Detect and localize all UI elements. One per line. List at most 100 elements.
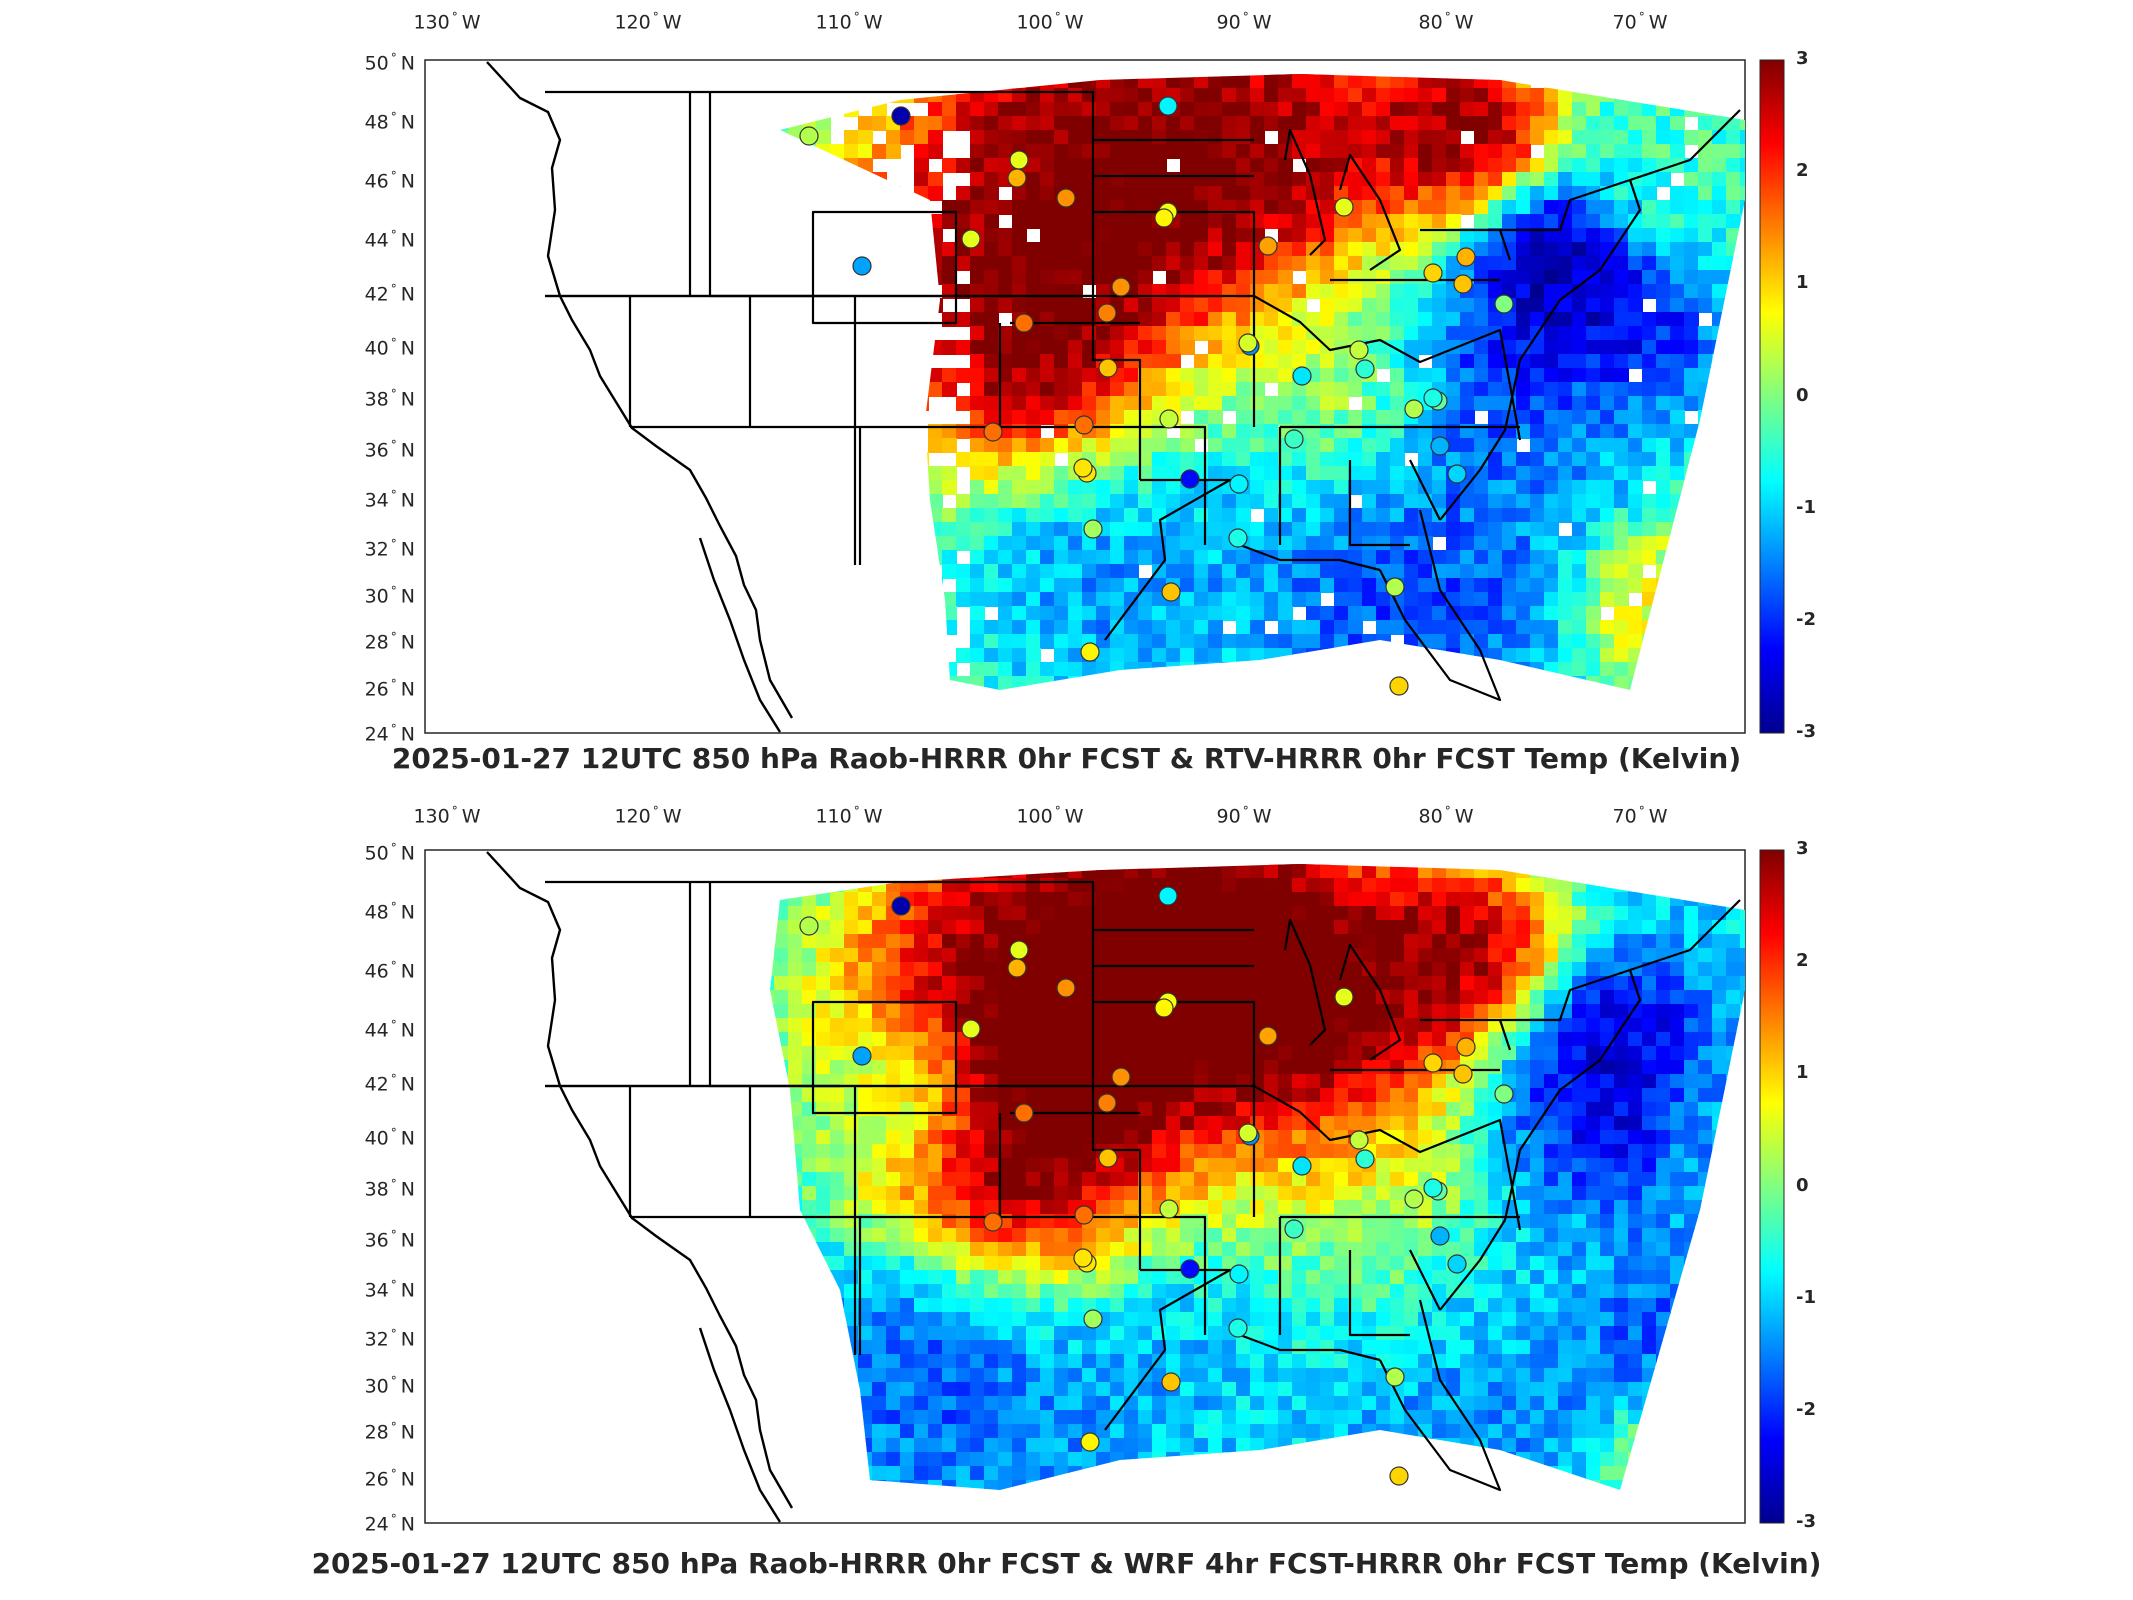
raob-station-marker[interactable] <box>1111 277 1131 297</box>
raob-station-marker[interactable] <box>1007 168 1027 188</box>
field-cell <box>1712 186 1727 201</box>
raob-station-marker[interactable] <box>1158 96 1178 116</box>
raob-station-marker[interactable] <box>1258 236 1278 256</box>
field-cell <box>984 592 999 607</box>
field-cell <box>886 1004 901 1019</box>
field-cell <box>1194 634 1209 649</box>
raob-station-marker[interactable] <box>1447 464 1467 484</box>
raob-station-marker[interactable] <box>1097 303 1117 323</box>
field-cell <box>1292 256 1307 271</box>
field-cell <box>1572 1088 1587 1103</box>
field-cell <box>1026 144 1041 159</box>
raob-station-marker[interactable] <box>1423 388 1443 408</box>
raob-station-marker[interactable] <box>1423 263 1443 283</box>
field-cell <box>1264 508 1279 523</box>
field-cell <box>1306 74 1321 89</box>
field-cell <box>1054 214 1069 229</box>
field-cell <box>1082 340 1097 355</box>
field-cell <box>1166 634 1181 649</box>
raob-station-marker[interactable] <box>1453 274 1473 294</box>
field-cell <box>1348 130 1363 145</box>
raob-station-marker[interactable] <box>799 126 819 146</box>
raob-station-marker[interactable] <box>1349 340 1369 360</box>
raob-station-marker[interactable] <box>983 422 1003 442</box>
field-cell <box>1264 1074 1279 1089</box>
field-cell <box>1236 1144 1251 1159</box>
raob-station-marker[interactable] <box>1389 676 1409 696</box>
raob-station-marker[interactable] <box>1385 577 1405 597</box>
field-cell <box>1474 130 1489 145</box>
raob-station-marker[interactable] <box>1080 642 1100 662</box>
raob-station-marker[interactable] <box>891 106 911 126</box>
field-cell <box>1614 1172 1629 1187</box>
raob-station-marker[interactable] <box>1161 582 1181 602</box>
field-cell <box>1278 382 1293 397</box>
field-cell <box>1600 116 1615 131</box>
raob-station-marker[interactable] <box>1009 150 1029 170</box>
field-cell <box>1516 1060 1531 1075</box>
raob-station-marker[interactable] <box>1056 188 1076 208</box>
raob-station-marker[interactable] <box>1238 333 1258 353</box>
raob-station-marker[interactable] <box>1159 409 1179 429</box>
raob-station-marker[interactable] <box>1014 313 1034 333</box>
raob-station-marker[interactable] <box>1334 197 1354 217</box>
raob-station-marker[interactable] <box>1430 436 1450 456</box>
field-cell <box>1432 158 1447 173</box>
field-cell <box>830 1144 845 1159</box>
raob-station-marker[interactable] <box>1456 247 1476 267</box>
field-cell <box>1264 88 1279 103</box>
field-cell <box>956 1172 971 1187</box>
raob-station-marker[interactable] <box>1180 469 1200 489</box>
field-cell <box>1208 228 1223 243</box>
field-cell <box>1096 1004 1111 1019</box>
field-cell <box>1404 1032 1419 1047</box>
raob-station-marker[interactable] <box>1154 208 1174 228</box>
field-cell <box>1026 508 1041 523</box>
field-cell <box>1320 1102 1335 1117</box>
raob-station-marker[interactable] <box>1098 358 1118 378</box>
field-cell <box>1348 878 1363 893</box>
raob-station-marker[interactable] <box>1229 474 1249 494</box>
field-cell <box>998 634 1013 649</box>
raob-station-marker[interactable] <box>1074 415 1094 435</box>
field-cell <box>984 396 999 411</box>
field-cell <box>1488 480 1503 495</box>
latitude-label: 34 ° N <box>364 488 415 512</box>
field-cell <box>1488 368 1503 383</box>
field-cell <box>1474 906 1489 921</box>
field-cell <box>1138 934 1153 949</box>
field-cell <box>1320 962 1335 977</box>
field-cell <box>1446 158 1461 173</box>
raob-station-marker[interactable] <box>1083 519 1103 539</box>
raob-station-marker[interactable] <box>961 229 981 249</box>
field-cell <box>1586 424 1601 439</box>
field-cell <box>970 410 985 425</box>
field-cell <box>1152 1088 1167 1103</box>
field-cell <box>1278 976 1293 991</box>
field-cell <box>1166 606 1181 621</box>
raob-station-marker[interactable] <box>1073 458 1093 478</box>
raob-station-marker[interactable] <box>1355 359 1375 379</box>
field-cell <box>928 948 943 963</box>
field-cell <box>1642 340 1657 355</box>
raob-station-marker[interactable] <box>1284 429 1304 449</box>
raob-station-marker[interactable] <box>1494 294 1514 314</box>
field-cell <box>1124 976 1139 991</box>
raob-station-marker[interactable] <box>1404 399 1424 419</box>
raob-station-marker[interactable] <box>1292 366 1312 386</box>
raob-station-marker[interactable] <box>852 256 872 276</box>
field-cell <box>1376 592 1391 607</box>
field-cell <box>942 948 957 963</box>
field-cell <box>1558 186 1573 201</box>
raob-station-marker[interactable] <box>1228 528 1248 548</box>
field-cell <box>1208 962 1223 977</box>
field-cell <box>1264 564 1279 579</box>
field-cell <box>1614 522 1629 537</box>
field-cell <box>858 934 873 949</box>
field-cell <box>1054 494 1069 509</box>
field-cell <box>1180 906 1195 921</box>
field-cell <box>1474 284 1489 299</box>
field-cell <box>1222 1144 1237 1159</box>
field-cell <box>1082 312 1097 327</box>
field-cell <box>1642 1032 1657 1047</box>
